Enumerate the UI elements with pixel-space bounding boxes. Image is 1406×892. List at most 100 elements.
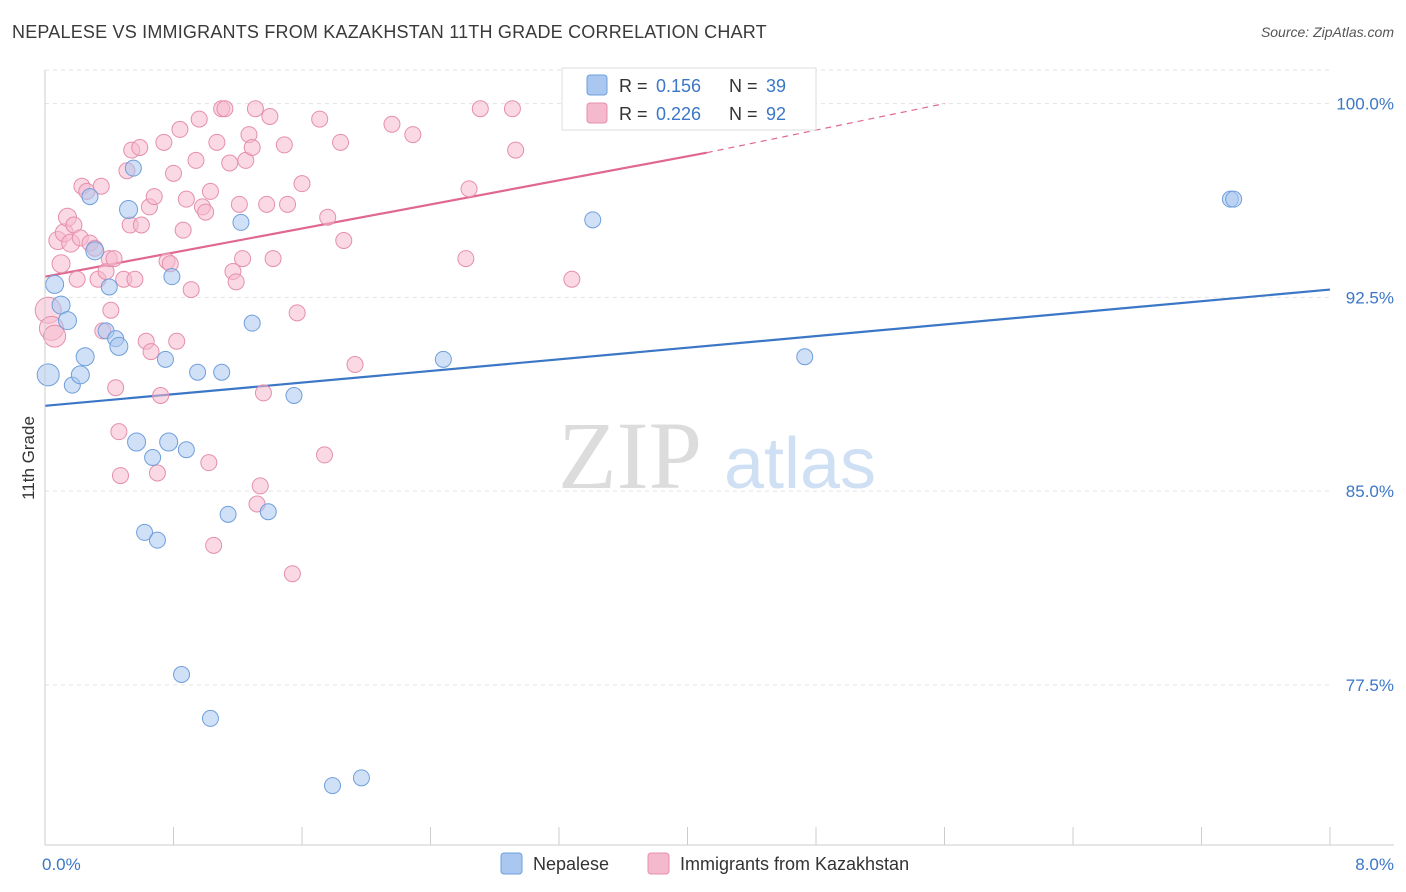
point-nepalese (81, 188, 99, 206)
point-immigrants-from-kazakhstan (187, 151, 205, 169)
point-immigrants-from-kazakhstan (258, 195, 276, 213)
point-immigrants-from-kazakhstan (205, 536, 223, 554)
x-tick-label-max: 8.0% (1355, 855, 1394, 874)
point-immigrants-from-kazakhstan (383, 115, 401, 133)
point-immigrants-from-kazakhstan (111, 467, 129, 485)
point-immigrants-from-kazakhstan (251, 477, 269, 495)
point-immigrants-from-kazakhstan (155, 133, 173, 151)
correlation-legend: R = 0.156 N = 39 R = 0.226 N = 92 (561, 67, 817, 131)
watermark: ZIP atlas (558, 402, 876, 509)
point-immigrants-from-kazakhstan (51, 254, 71, 274)
point-immigrants-from-kazakhstan (243, 139, 261, 156)
trend-line-kazakhstan-extension (706, 102, 945, 154)
point-immigrants-from-kazakhstan (234, 250, 252, 268)
point-nepalese (75, 347, 95, 367)
legend-n-label-nepalese: N = (729, 76, 758, 96)
legend-n-label-kazakhstan: N = (729, 104, 758, 124)
point-nepalese (156, 350, 174, 368)
point-immigrants-from-kazakhstan (507, 141, 525, 159)
point-immigrants-from-kazakhstan (404, 126, 422, 144)
point-immigrants-from-kazakhstan (126, 270, 144, 288)
point-immigrants-from-kazakhstan (142, 343, 160, 361)
legend-r-label-kazakhstan: R = (619, 104, 648, 124)
point-immigrants-from-kazakhstan (471, 100, 489, 118)
point-immigrants-from-kazakhstan (131, 139, 149, 156)
point-immigrants-from-kazakhstan (174, 221, 192, 239)
point-nepalese (189, 363, 207, 381)
point-immigrants-from-kazakhstan (182, 281, 200, 299)
x-tick-label-min: 0.0% (42, 855, 81, 874)
point-immigrants-from-kazakhstan (311, 110, 329, 128)
point-immigrants-from-kazakhstan (216, 100, 234, 118)
y-axis-title: 11th Grade (19, 416, 38, 500)
point-immigrants-from-kazakhstan (43, 324, 67, 348)
series-legend-swatch-kazakhstan (647, 852, 670, 875)
point-immigrants-from-kazakhstan (288, 304, 306, 322)
point-immigrants-from-kazakhstan (460, 180, 478, 198)
legend-swatch-kazakhstan (586, 102, 608, 124)
points-nepalese (36, 159, 1243, 795)
point-immigrants-from-kazakhstan (221, 154, 239, 172)
point-immigrants-from-kazakhstan (254, 384, 272, 402)
point-immigrants-from-kazakhstan (227, 273, 245, 291)
point-nepalese (119, 200, 139, 219)
axis-layer: 77.5% 85.0% 92.5% 100.0% (44, 70, 1394, 846)
point-immigrants-from-kazakhstan (105, 250, 123, 268)
chart-title: NEPALESE VS IMMIGRANTS FROM KAZAKHSTAN 1… (12, 22, 767, 42)
point-nepalese (219, 505, 237, 523)
point-nepalese (159, 432, 179, 452)
point-nepalese (232, 213, 250, 231)
point-nepalese (177, 441, 195, 459)
point-immigrants-from-kazakhstan (177, 190, 195, 208)
point-nepalese (124, 159, 142, 177)
point-immigrants-from-kazakhstan (165, 164, 182, 182)
point-immigrants-from-kazakhstan (200, 454, 218, 472)
point-nepalese (127, 432, 147, 452)
point-immigrants-from-kazakhstan (68, 270, 86, 288)
point-nepalese (148, 531, 166, 549)
point-immigrants-from-kazakhstan (293, 175, 311, 193)
point-immigrants-from-kazakhstan (102, 301, 120, 319)
watermark-atlas: atlas (724, 424, 876, 504)
point-immigrants-from-kazakhstan (107, 379, 125, 397)
y-tick-label: 77.5% (1346, 676, 1394, 695)
trend-line-nepalese (44, 288, 1331, 407)
point-immigrants-from-kazakhstan (246, 100, 264, 118)
point-immigrants-from-kazakhstan (145, 188, 163, 206)
point-immigrants-from-kazakhstan (264, 250, 282, 268)
point-immigrants-from-kazakhstan (315, 446, 333, 464)
watermark-zip: ZIP (558, 402, 702, 509)
point-nepalese (85, 241, 105, 261)
point-immigrants-from-kazakhstan (503, 100, 521, 118)
series-legend: Nepalese Immigrants from Kazakhstan (500, 852, 909, 875)
series-legend-swatch-nepalese (500, 852, 523, 875)
legend-r-label-nepalese: R = (619, 76, 648, 96)
point-nepalese (57, 311, 77, 331)
point-immigrants-from-kazakhstan (279, 195, 297, 213)
point-immigrants-from-kazakhstan (283, 565, 301, 583)
y-tick-label: 92.5% (1346, 288, 1394, 307)
legend-swatch-nepalese (586, 74, 608, 96)
point-nepalese (285, 387, 303, 404)
point-nepalese (201, 709, 219, 727)
point-immigrants-from-kazakhstan (190, 110, 208, 128)
legend-n-value-nepalese: 39 (766, 76, 786, 96)
point-nepalese (136, 523, 154, 541)
point-immigrants-from-kazakhstan (346, 356, 364, 373)
point-immigrants-from-kazakhstan (230, 195, 248, 213)
legend-r-value-kazakhstan: 0.226 (656, 104, 701, 124)
point-immigrants-from-kazakhstan (563, 270, 581, 288)
point-nepalese (45, 274, 65, 294)
point-nepalese (324, 777, 342, 795)
point-nepalese (100, 278, 118, 296)
series-legend-label-nepalese: Nepalese (533, 854, 609, 874)
point-immigrants-from-kazakhstan (92, 177, 110, 195)
point-nepalese (584, 211, 602, 229)
point-nepalese (70, 365, 90, 385)
point-immigrants-from-kazakhstan (457, 250, 475, 268)
point-immigrants-from-kazakhstan (275, 136, 293, 154)
point-nepalese (173, 666, 191, 683)
point-immigrants-from-kazakhstan (319, 208, 337, 226)
point-immigrants-from-kazakhstan (171, 120, 189, 138)
